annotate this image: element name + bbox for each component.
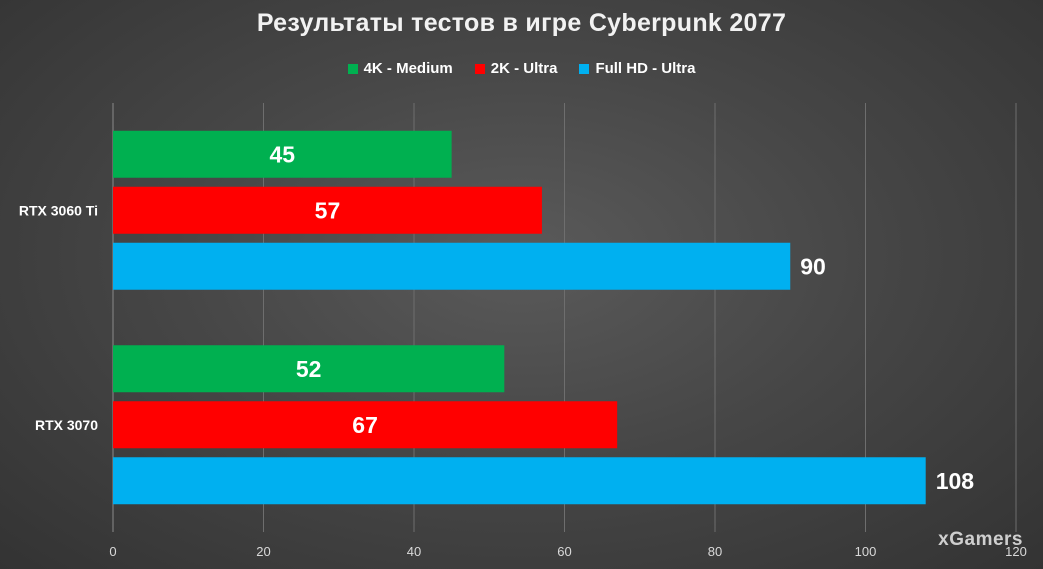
x-tick-label-20: 20 <box>256 544 270 559</box>
bar-0-2 <box>113 242 791 290</box>
legend-swatch-4k-medium <box>347 63 358 74</box>
x-tick-label-0: 0 <box>109 544 116 559</box>
chart-title: Результаты тестов в игре Cyberpunk 2077 <box>256 9 787 37</box>
chart-legend: 4K - Medium 2K - Ultra Full HD - Ultra <box>0 60 1043 77</box>
data-label-1-0: 52 <box>296 356 322 382</box>
data-label-0-2: 90 <box>800 253 826 279</box>
bar-0-1 <box>113 186 542 234</box>
bar-0-0 <box>113 130 452 178</box>
legend-label-4k-medium: 4K - Medium <box>363 60 453 77</box>
watermark: xGamers <box>938 529 1023 550</box>
data-label-0-1: 57 <box>315 197 341 223</box>
category-label-0: RTX 3060 Ti <box>19 202 98 218</box>
data-label-1-2: 108 <box>936 468 975 494</box>
x-tick-label-60: 60 <box>557 544 571 559</box>
x-tick-label-100: 100 <box>855 544 877 559</box>
legend-swatch-2k-ultra <box>474 63 485 74</box>
legend-label-fullhd-ultra: Full HD - Ultra <box>595 60 696 77</box>
legend-item-4k-medium: 4K - Medium <box>347 60 453 77</box>
category-label-1: RTX 3070 <box>35 417 98 433</box>
legend-item-fullhd-ultra: Full HD - Ultra <box>579 60 695 77</box>
legend-label-2k-ultra: 2K - Ultra <box>490 60 558 77</box>
x-tick-label-80: 80 <box>708 544 722 559</box>
legend-item-2k-ultra: 2K - Ultra <box>474 60 558 77</box>
x-tick-label-120: 120 <box>1005 544 1027 559</box>
x-tick-label-40: 40 <box>407 544 421 559</box>
bar-1-0 <box>113 345 505 393</box>
data-label-0-0: 45 <box>270 141 296 167</box>
bar-1-1 <box>113 401 618 449</box>
bar-1-2 <box>113 457 926 505</box>
legend-swatch-fullhd-ultra <box>579 63 590 74</box>
data-label-1-1: 67 <box>352 412 378 438</box>
